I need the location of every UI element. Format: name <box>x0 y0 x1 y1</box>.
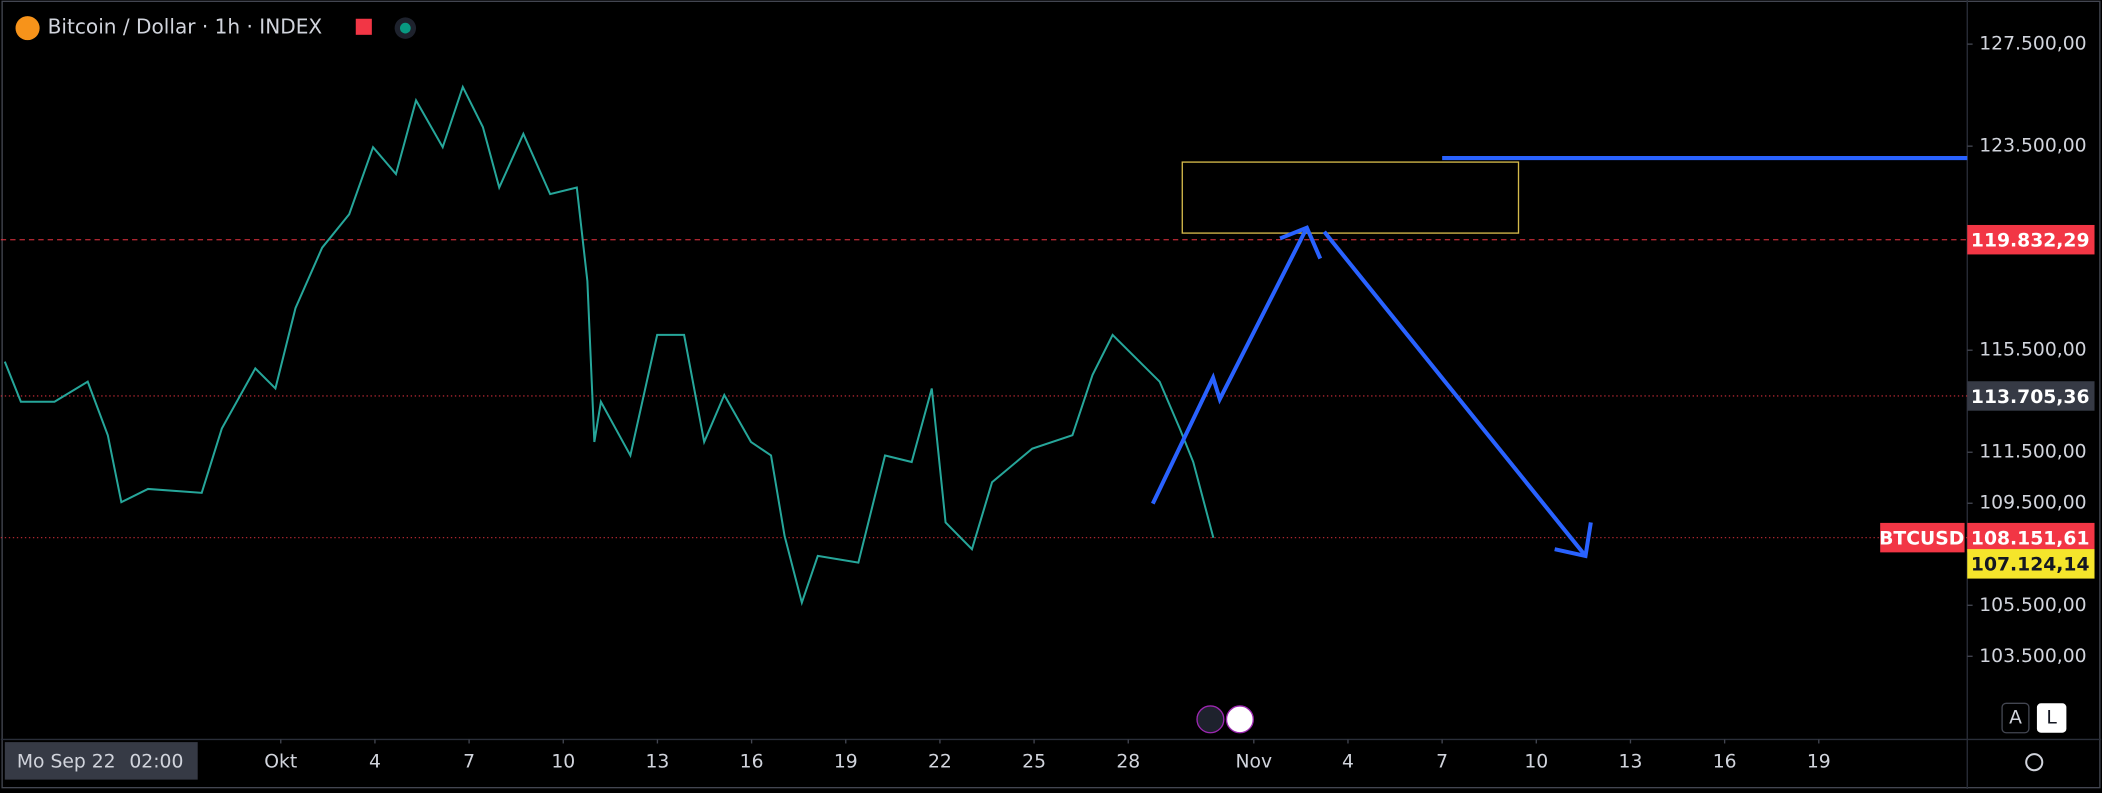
button[interactable] <box>2036 703 2067 733</box>
y-tick-label: 123.500,00 <box>1979 136 2086 157</box>
event-icon[interactable] <box>1196 705 1225 734</box>
x-tick-label: 7 <box>1436 752 1448 773</box>
x-tick-label: 19 <box>834 752 858 773</box>
price-label-box <box>1967 522 2095 553</box>
price-label: 107.124,14 <box>1971 555 2090 576</box>
x-tick-label: 16 <box>1713 752 1737 773</box>
x-tick-label: 28 <box>1116 752 1140 773</box>
price-label: 113.705,36 <box>1971 387 2090 408</box>
plot <box>0 84 1968 607</box>
x-tick-label: Okt <box>264 752 297 773</box>
x-tick-label: 16 <box>740 752 764 773</box>
button[interactable] <box>2001 702 2030 734</box>
coin-icon <box>15 16 40 41</box>
button-label[interactable]: L <box>2046 708 2057 729</box>
arrow-up <box>1150 226 1309 505</box>
x-tick-label: 22 <box>928 752 952 773</box>
arrow-head <box>1554 522 1593 559</box>
x-tick-label: 7 <box>463 752 475 773</box>
y-tick-label: 115.500,00 <box>1979 340 2086 361</box>
chart-title: Bitcoin / Dollar · 1h · INDEX <box>48 15 323 39</box>
flag-icon[interactable] <box>355 18 372 35</box>
cursor-date: Mo Sep 22 <box>17 752 116 773</box>
y-tick-label: 111.500,00 <box>1979 442 2086 463</box>
x-tick-label: 19 <box>1807 752 1831 773</box>
price-label-box <box>1967 549 2095 579</box>
x-tick-label: 13 <box>645 752 669 773</box>
x-tick-label: 10 <box>1524 752 1548 773</box>
cursor-label-box <box>4 742 198 780</box>
y-tick-label: 127.500,00 <box>1979 34 2086 55</box>
status-dot <box>399 22 411 34</box>
arrow-down <box>1322 230 1588 558</box>
x-tick-label: 4 <box>369 752 381 773</box>
cursor-time: 02:00 <box>129 752 183 773</box>
price-name-box <box>1880 522 1965 553</box>
event-icon[interactable] <box>1225 705 1254 734</box>
price-label-box <box>1967 381 2095 411</box>
zone-box <box>1181 161 1520 234</box>
price-label-box <box>1967 224 2095 255</box>
x-tick-label: Nov <box>1236 752 1273 773</box>
y-tick-label: 109.500,00 <box>1979 493 2086 514</box>
x-tick-label: 25 <box>1022 752 1046 773</box>
x-tick-label: 4 <box>1342 752 1354 773</box>
y-tick-label: 103.500,00 <box>1979 646 2086 667</box>
button-label[interactable]: A <box>2009 708 2022 729</box>
x-tick-label: 10 <box>551 752 575 773</box>
price-name: BTCUSD <box>1879 528 1964 549</box>
price-line-series <box>3 84 1215 607</box>
settings-icon[interactable] <box>2025 753 2044 772</box>
price-label: 119.832,29 <box>1971 231 2090 252</box>
y-tick-label: 105.500,00 <box>1979 595 2086 616</box>
x-tick-label: 13 <box>1619 752 1643 773</box>
arrow-head <box>1279 225 1323 260</box>
price-label: 108.151,61 <box>1971 528 2090 549</box>
